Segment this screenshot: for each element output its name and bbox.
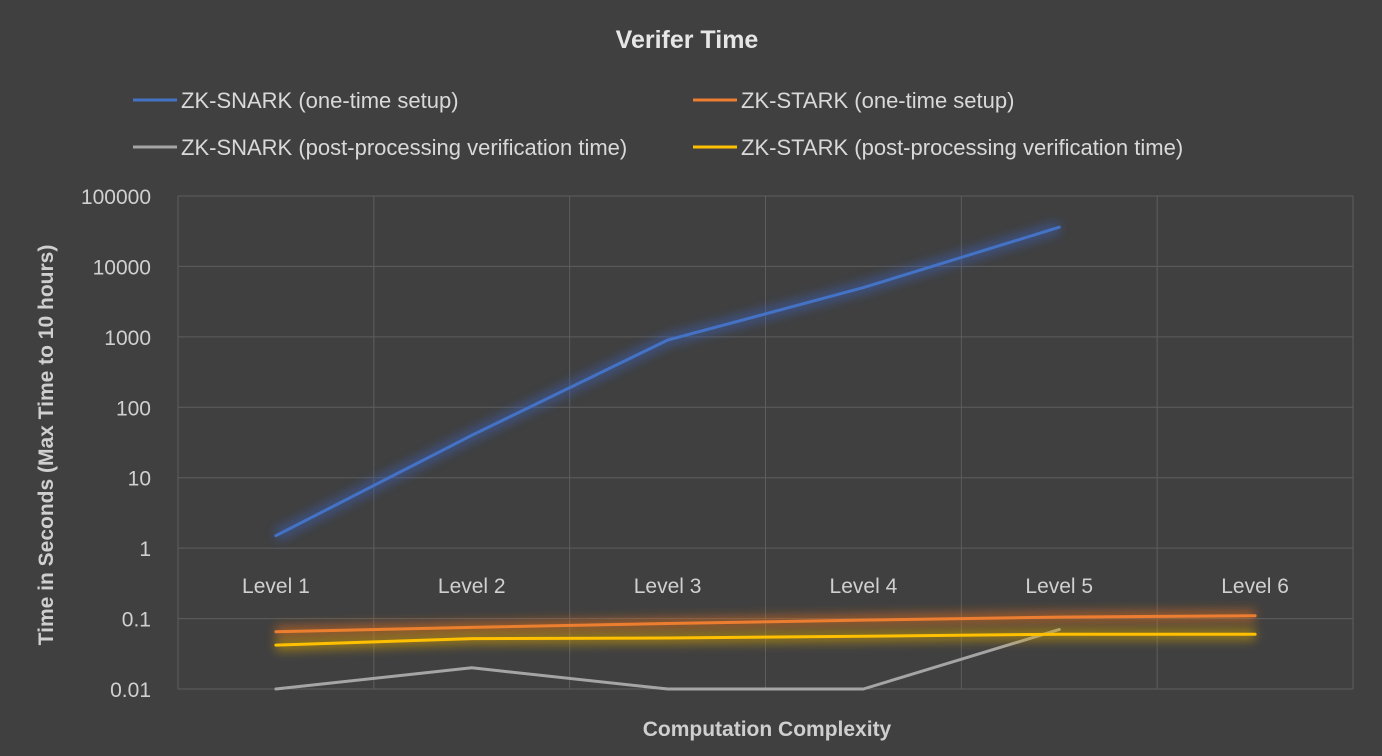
legend-label: ZK-SNARK (post-processing verification t…	[181, 135, 627, 160]
y-tick-label: 1000	[104, 327, 151, 350]
x-axis-title: Computation Complexity	[643, 718, 892, 741]
series-line	[274, 614, 1257, 634]
x-tick-label: Level 1	[242, 575, 310, 598]
chart-title: Verifer Time	[616, 26, 759, 54]
x-tick-label: Level 2	[438, 575, 506, 598]
series-line	[274, 628, 1061, 691]
legend-item: ZK-STARK (post-processing verification t…	[693, 135, 1183, 160]
x-axis-ticks: Level 1 Level 2 Level 3 Level 4 Level 5 Level…	[242, 575, 1289, 598]
legend-item: ZK-SNARK (post-processing verification t…	[133, 135, 627, 160]
x-tick-label: Level 3	[634, 575, 702, 598]
y-tick-label: 0.01	[110, 679, 151, 702]
x-tick-label: Level 6	[1221, 575, 1289, 598]
legend-item: ZK-SNARK (one-time setup)	[133, 88, 459, 113]
x-tick-label: Level 4	[830, 575, 898, 598]
series-1	[274, 609, 1257, 638]
series-line	[274, 632, 1257, 647]
series-0	[273, 221, 1062, 542]
y-tick-label: 100000	[81, 186, 151, 209]
y-axis-ticks: 0.01 0.1 1 10 100 1000 10000 100000	[81, 186, 151, 702]
series-glow	[273, 221, 1062, 542]
y-tick-label: 10000	[93, 256, 151, 279]
legend-label: ZK-STARK (post-processing verification t…	[741, 135, 1183, 160]
series-lines	[273, 221, 1257, 691]
series-3	[274, 628, 1257, 652]
legend-label: ZK-STARK (one-time setup)	[741, 88, 1014, 113]
y-tick-label: 10	[128, 468, 151, 491]
y-axis-title: Time in Seconds (Max Time to 10 hours)	[35, 245, 58, 646]
y-tick-label: 0.1	[122, 609, 151, 632]
y-tick-label: 1	[139, 538, 151, 561]
series-2	[274, 628, 1061, 691]
legend-label: ZK-SNARK (one-time setup)	[181, 88, 459, 113]
x-tick-label: Level 5	[1025, 575, 1093, 598]
series-line	[274, 225, 1061, 538]
legend-item: ZK-STARK (one-time setup)	[693, 88, 1014, 113]
legend: ZK-SNARK (one-time setup) ZK-STARK (one-t…	[133, 88, 1183, 160]
y-tick-label: 100	[116, 397, 151, 420]
